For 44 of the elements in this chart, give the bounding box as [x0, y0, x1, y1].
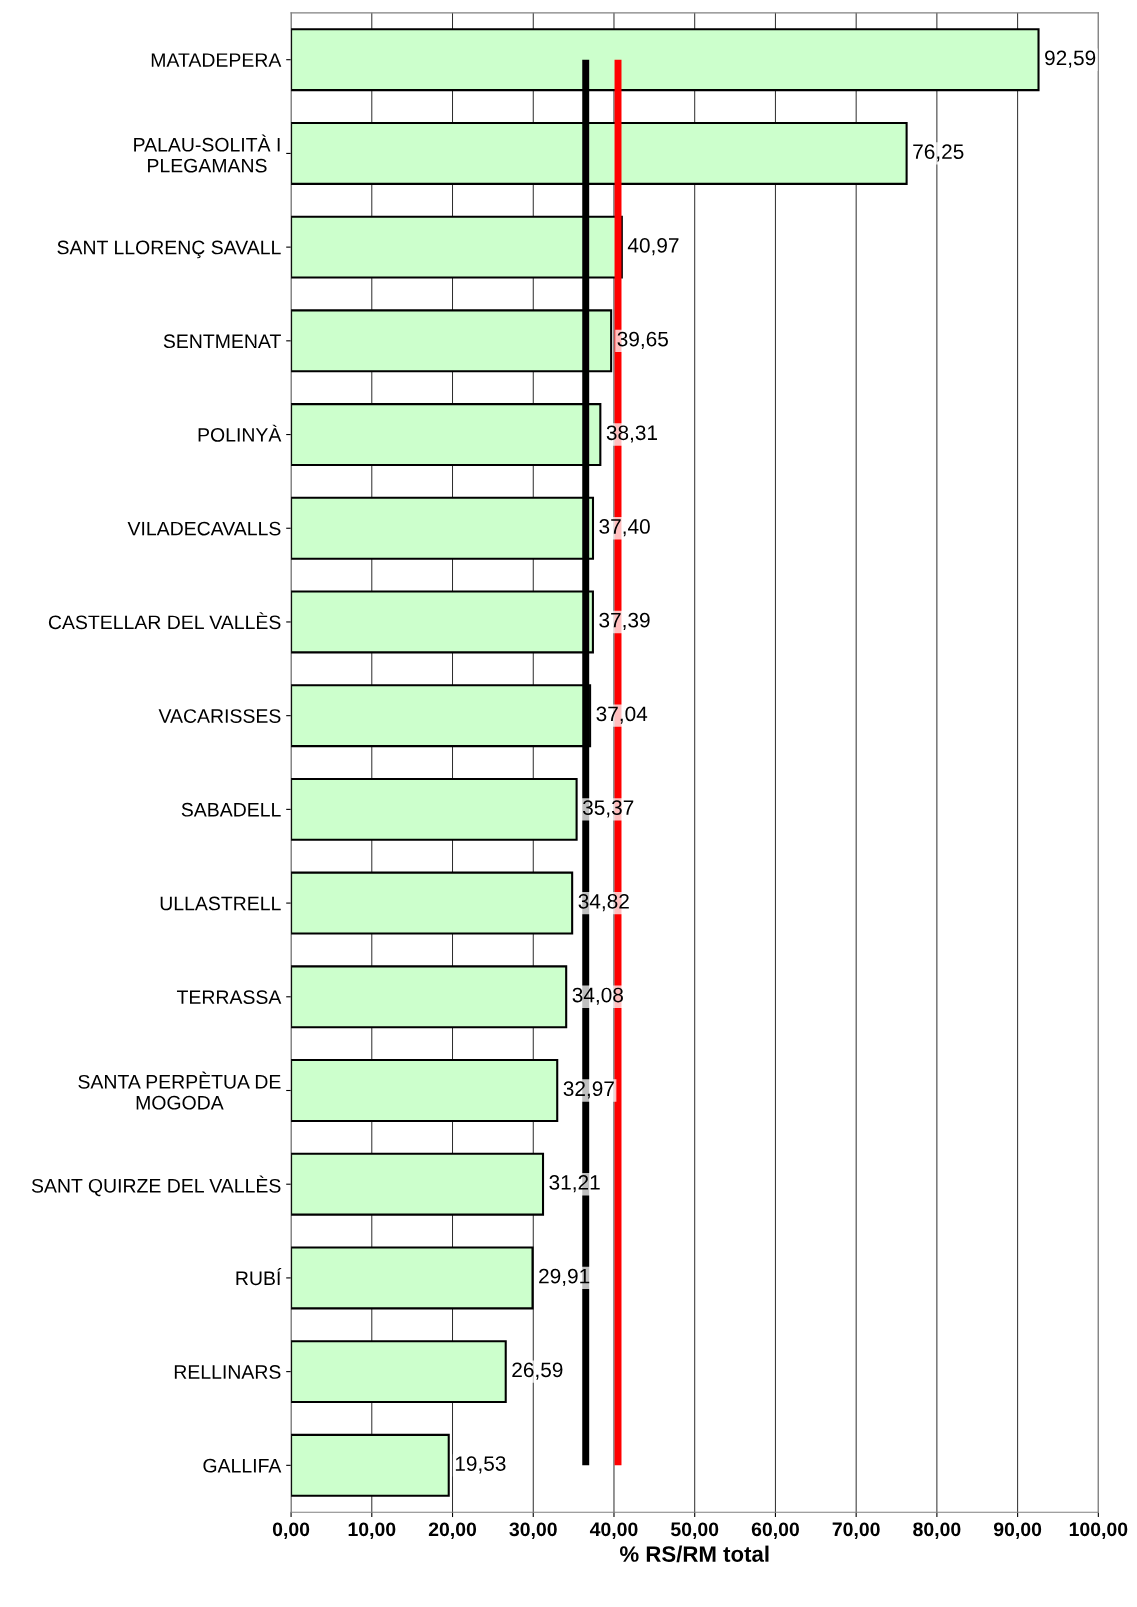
data-label: 37,39 [599, 612, 650, 631]
y-tick-label: PALAU-SOLITÀ I PLEGAMANS [134, 134, 280, 173]
data-label: 92,59 [1045, 50, 1096, 68]
data-label: 37,04 [596, 706, 648, 724]
y-tick-label: SANTA PERPÈTUA DE MOGODA [78, 1071, 281, 1110]
x-tick-label: 100,00 [1069, 1522, 1128, 1540]
data-label: 40,97 [627, 237, 679, 256]
data-label: 31,21 [549, 1175, 600, 1193]
y-tick-label: VACARISSES [158, 709, 281, 723]
x-tick-label: 20,00 [428, 1522, 477, 1540]
x-tick-label: 10,00 [348, 1522, 396, 1540]
x-tick-label: 70,00 [832, 1522, 880, 1540]
data-label: 26,59 [512, 1362, 563, 1380]
y-tick-label: RUBÍ [236, 1268, 282, 1286]
y-tick-label: GALLIFA [203, 1458, 282, 1473]
x-tick-label: 40,00 [589, 1522, 638, 1540]
y-tick-label: POLINYÀ [198, 424, 282, 442]
x-tick-label: 80,00 [913, 1522, 961, 1540]
data-label: 35,37 [582, 800, 634, 818]
data-label: 29,91 [539, 1268, 590, 1286]
data-label: 37,40 [599, 519, 650, 537]
y-tick-label: VILADECAVALLS [127, 521, 281, 536]
y-tick-label: CASTELLAR DEL VALLÈS [48, 612, 281, 630]
data-label: 32,97 [563, 1081, 614, 1099]
data-label: 76,25 [913, 144, 964, 162]
y-tick-label: SABADELL [181, 802, 281, 817]
x-tick-label: 0,00 [272, 1522, 310, 1540]
y-tick-label: SENTMENAT [163, 334, 281, 349]
x-axis-title: % RS/RM total [619, 1545, 769, 1563]
x-tick-label: 30,00 [509, 1522, 557, 1540]
x-tick-label: 50,00 [670, 1522, 719, 1540]
data-label: 38,31 [606, 425, 658, 443]
y-tick-label: ULLASTRELL [160, 896, 281, 911]
y-tick-label: SANT LLORENÇ SAVALL [57, 240, 281, 259]
data-label: 34,82 [578, 893, 629, 912]
y-tick-label: MATADEPERA [151, 53, 282, 67]
x-tick-label: 90,00 [993, 1522, 1042, 1540]
data-label: 39,65 [617, 331, 668, 349]
x-tick-label: 60,00 [751, 1522, 799, 1540]
y-tick-label: TERRASSA [176, 990, 282, 1005]
y-tick-label: SANT QUIRZE DEL VALLÈS [31, 1175, 281, 1197]
y-tick-label: RELLINARS [174, 1365, 281, 1379]
data-label: 34,08 [572, 987, 623, 1005]
data-label: 19,53 [455, 1456, 506, 1474]
